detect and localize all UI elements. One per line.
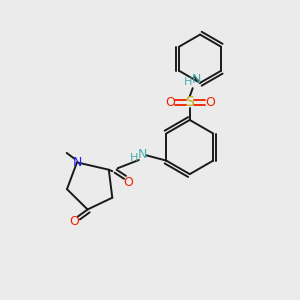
- Text: H: H: [130, 153, 138, 163]
- Text: N: N: [192, 74, 201, 86]
- Text: N: N: [138, 148, 147, 161]
- Text: O: O: [205, 96, 215, 109]
- Text: H: H: [184, 77, 192, 87]
- Text: O: O: [69, 215, 79, 228]
- Text: O: O: [165, 96, 175, 109]
- Text: O: O: [124, 176, 134, 189]
- Text: S: S: [185, 95, 194, 109]
- Text: N: N: [72, 156, 82, 169]
